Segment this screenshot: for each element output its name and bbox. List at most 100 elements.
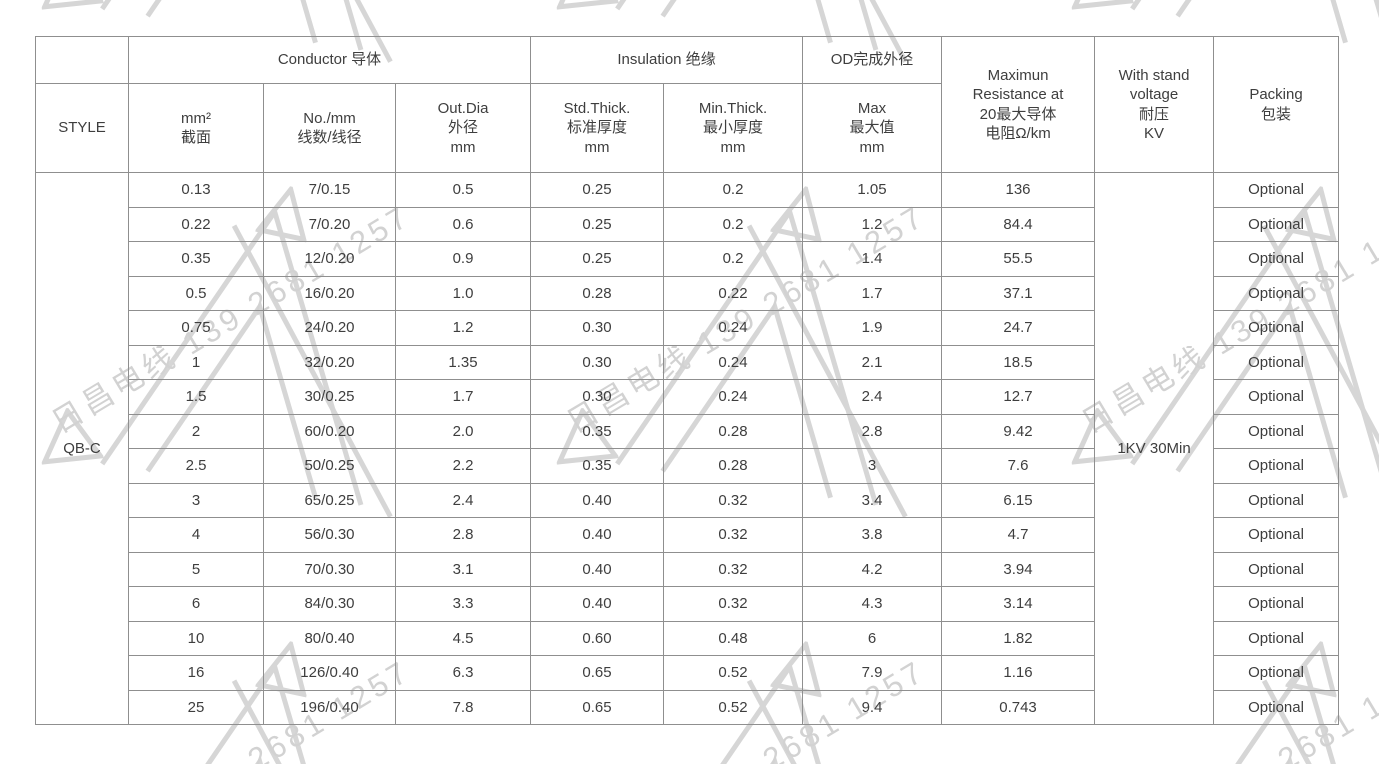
cell-mm2: 6 [128,586,264,622]
cell-std_thick: 0.60 [530,620,664,656]
cell-min_thick: 0.52 [662,689,804,725]
cell-out_dia: 3.1 [395,551,531,587]
cell-packing: Optional [1213,413,1340,449]
spec-table-body: QB-C 0.13 7/0.15 0.5 0.25 0.2 1.05 136 1KV 30Min… [35,172,1340,725]
cell-out_dia: 1.35 [395,344,531,380]
watermark-triangle-icon [1070,0,1134,10]
cell-max: 3.4 [802,482,943,518]
cell-std_thick: 0.35 [530,448,664,484]
cell-no_mm: 126/0.40 [263,655,396,691]
cell-out_dia: 0.9 [395,241,531,277]
cell-no_mm: 32/0.20 [263,344,396,380]
cell-std_thick: 0.40 [530,586,664,622]
cell-no_mm: 24/0.20 [263,310,396,346]
cell-mm2: 0.13 [128,172,264,208]
cell-no_mm: 30/0.25 [263,379,396,415]
cell-max: 3.8 [802,517,943,553]
cell-max: 1.05 [802,172,943,208]
cell-out_dia: 1.0 [395,275,531,311]
cell-min_thick: 0.52 [662,655,804,691]
cell-resistance: 0.743 [941,689,1096,725]
cell-resistance: 3.94 [941,551,1096,587]
cell-mm2: 16 [128,655,264,691]
header-insulation-group: Insulation 绝缘 [529,36,804,84]
cell-resistance: 6.15 [941,482,1096,518]
cell-max: 9.4 [802,689,943,725]
header-empty-cell [35,36,129,84]
cell-no_mm: 60/0.20 [263,413,396,449]
cell-mm2: 2.5 [128,448,264,484]
header-out-dia: Out.Dia 外径 mm [395,83,531,173]
cell-min_thick: 0.2 [662,241,804,277]
cell-resistance: 3.14 [941,586,1096,622]
cell-resistance: 24.7 [941,310,1096,346]
cell-out_dia: 0.6 [395,206,531,242]
cell-std_thick: 0.30 [530,310,664,346]
cell-max: 7.9 [802,655,943,691]
cell-out_dia: 3.3 [395,586,531,622]
cell-no_mm: 80/0.40 [263,620,396,656]
header-resistance: Maximun Resistance at 20最大导体 电阻Ω/km [941,36,1096,173]
cell-resistance: 136 [941,172,1096,208]
table-row: 6 84/0.30 3.3 0.40 0.32 4.3 3.14 Optional [36,586,1340,622]
table-row: QB-C 0.13 7/0.15 0.5 0.25 0.2 1.05 136 1KV 30Min… [35,172,1340,725]
cell-no_mm: 56/0.30 [263,517,396,553]
cell-no_mm: 12/0.20 [263,241,396,277]
cell-min_thick: 0.2 [662,206,804,242]
cell-mm2: 0.22 [128,206,264,242]
cell-min_thick: 0.32 [662,517,804,553]
cell-resistance: 9.42 [941,413,1096,449]
cell-packing: Optional [1213,241,1340,277]
header-max: Max 最大值 mm [802,83,943,173]
cell-max: 1.9 [802,310,943,346]
cell-packing: Optional [1213,379,1340,415]
cell-mm2: 3 [128,482,264,518]
cell-out_dia: 2.2 [395,448,531,484]
cell-packing: Optional [1213,275,1340,311]
cell-max: 2.4 [802,379,943,415]
cell-min_thick: 0.24 [662,310,804,346]
cell-std_thick: 0.35 [530,413,664,449]
cell-min_thick: 0.48 [662,620,804,656]
cell-max: 4.3 [802,586,943,622]
cell-out_dia: 0.5 [395,172,531,208]
cell-out_dia: 2.8 [395,517,531,553]
cell-std_thick: 0.65 [530,689,664,725]
cell-resistance: 37.1 [941,275,1096,311]
cell-resistance: 18.5 [941,344,1096,380]
spec-table: Conductor 导体 Insulation 绝缘 OD完成外径 Maximu… [35,36,1340,725]
cell-std_thick: 0.25 [530,206,664,242]
cell-std_thick: 0.28 [530,275,664,311]
cell-std_thick: 0.65 [530,655,664,691]
header-row-columns: STYLE mm² 截面 No./mm 线数/线径 Out.Dia 外径 mm … [35,83,1339,173]
cell-max: 1.2 [802,206,943,242]
cell-packing: Optional [1213,586,1340,622]
header-withstand: With stand voltage 耐压 KV [1094,36,1215,173]
cell-resistance: 4.7 [941,517,1096,553]
cell-packing: Optional [1213,655,1340,691]
cell-out_dia: 1.7 [395,379,531,415]
cell-mm2: 1.5 [128,379,264,415]
cell-resistance: 84.4 [941,206,1096,242]
cell-max: 6 [802,620,943,656]
cell-mm2: 10 [128,620,264,656]
cell-resistance: 7.6 [941,448,1096,484]
watermark-triangle-icon [40,0,104,10]
table-row: 4 56/0.30 2.8 0.40 0.32 3.8 4.7 Optional [36,517,1340,553]
cell-std_thick: 0.25 [530,241,664,277]
cell-packing: Optional [1213,310,1340,346]
cell-resistance: 1.16 [941,655,1096,691]
cell-no_mm: 84/0.30 [263,586,396,622]
cell-min_thick: 0.24 [662,344,804,380]
cell-packing: Optional [1213,448,1340,484]
cell-max: 2.1 [802,344,943,380]
cell-packing: Optional [1213,344,1340,380]
cell-packing: Optional [1213,620,1340,656]
cell-mm2: 2 [128,413,264,449]
cell-max: 4.2 [802,551,943,587]
cell-packing: Optional [1213,172,1340,208]
cell-min_thick: 0.32 [662,482,804,518]
cell-mm2: 5 [128,551,264,587]
cell-resistance: 1.82 [941,620,1096,656]
